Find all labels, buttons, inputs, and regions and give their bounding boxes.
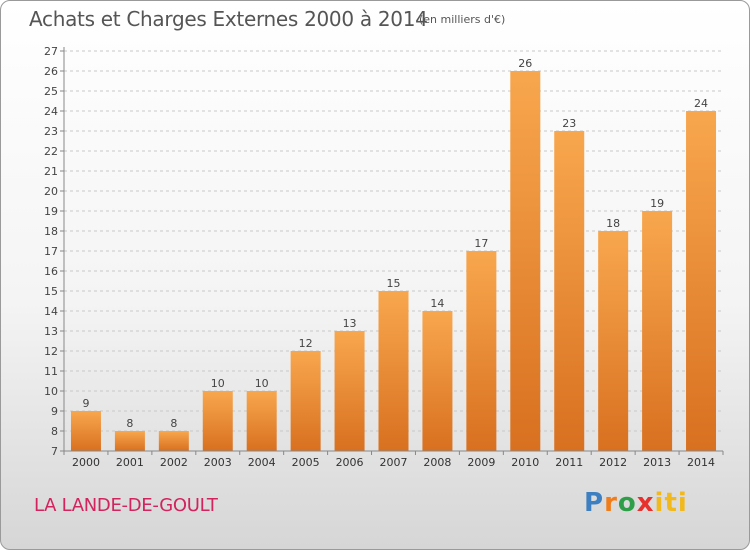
x-tick-label: 2006	[336, 456, 364, 469]
y-tick-label: 26	[44, 65, 58, 78]
x-tick-label: 2005	[292, 456, 320, 469]
bar-value-label: 19	[650, 197, 664, 210]
x-tick-label: 2011	[555, 456, 583, 469]
logo-letter: iti	[654, 488, 688, 518]
bar	[466, 251, 497, 451]
y-tick-label: 13	[44, 325, 58, 338]
y-tick-label: 9	[51, 405, 58, 418]
y-tick-label: 8	[51, 425, 58, 438]
bars: 9 8 8 10 10 12 13 15 14 17 26 23 18 19 24	[70, 57, 717, 451]
bar	[686, 111, 717, 451]
bar	[554, 131, 585, 451]
x-tick-label: 2014	[687, 456, 715, 469]
bar	[202, 391, 233, 451]
bar-value-label: 8	[126, 417, 133, 430]
bar	[598, 231, 629, 451]
y-tick-label: 23	[44, 125, 58, 138]
bar	[422, 311, 453, 451]
bar	[510, 71, 541, 451]
y-tick-label: 24	[44, 105, 58, 118]
bar-value-label: 13	[343, 317, 357, 330]
bar-value-label: 10	[211, 377, 225, 390]
logo-letter: r	[604, 488, 618, 518]
x-tick-label: 2010	[511, 456, 539, 469]
y-tick-label: 14	[44, 305, 58, 318]
y-tick-label: 16	[44, 265, 58, 278]
x-tick-label: 2009	[467, 456, 495, 469]
bar-value-label: 17	[474, 237, 488, 250]
y-tick-label: 25	[44, 85, 58, 98]
y-axis-ticks: 7 8 9 10 11 12 13 14 15 16 17 18 19 20 21 22 23 24 25 26 27	[44, 45, 64, 458]
bar-value-label: 14	[430, 297, 444, 310]
y-tick-label: 12	[44, 345, 58, 358]
x-axis-ticks: 2000 2001 2002 2003 2004 2005 2006 2007 2008 2009…	[63, 451, 724, 469]
commune-name: LA LANDE-DE-GOULT	[34, 495, 218, 516]
y-tick-label: 17	[44, 245, 58, 258]
x-tick-label: 2000	[72, 456, 100, 469]
y-tick-label: 20	[44, 185, 58, 198]
bar	[334, 331, 365, 451]
bar-value-label: 10	[255, 377, 269, 390]
bar-value-label: 9	[82, 397, 89, 410]
bar	[70, 411, 101, 451]
chart-unit-note: (en milliers d'€)	[419, 13, 506, 26]
chart-title: Achats et Charges Externes 2000 à 2014	[29, 7, 428, 31]
x-tick-label: 2007	[380, 456, 408, 469]
bar	[290, 351, 321, 451]
bar-value-label: 15	[387, 277, 401, 290]
bar	[378, 291, 409, 451]
x-tick-label: 2002	[160, 456, 188, 469]
proxiti-logo[interactable]: Proxiti	[584, 488, 688, 518]
x-tick-label: 2008	[423, 456, 451, 469]
x-tick-label: 2012	[599, 456, 627, 469]
bar	[642, 211, 673, 451]
x-tick-label: 2003	[204, 456, 232, 469]
y-tick-label: 18	[44, 225, 58, 238]
y-tick-label: 15	[44, 285, 58, 298]
bar-value-label: 12	[299, 337, 313, 350]
y-tick-label: 11	[44, 365, 58, 378]
bar-value-label: 24	[694, 97, 708, 110]
bar	[114, 431, 145, 451]
logo-letter: o	[617, 488, 637, 518]
y-tick-label: 22	[44, 145, 58, 158]
x-tick-label: 2013	[643, 456, 671, 469]
x-tick-label: 2001	[116, 456, 144, 469]
bar	[246, 391, 277, 451]
bar-value-label: 23	[562, 117, 576, 130]
axes	[63, 47, 723, 452]
bar-value-label: 8	[170, 417, 177, 430]
bar-value-label: 26	[518, 57, 532, 70]
y-tick-label: 21	[44, 165, 58, 178]
y-tick-label: 27	[44, 45, 58, 58]
bar-value-label: 18	[606, 217, 620, 230]
logo-letter: P	[584, 488, 605, 518]
x-tick-label: 2004	[248, 456, 276, 469]
y-tick-label: 19	[44, 205, 58, 218]
logo-letter: x	[636, 488, 655, 518]
bar	[158, 431, 189, 451]
y-tick-label: 10	[44, 385, 58, 398]
y-tick-label: 7	[51, 445, 58, 458]
